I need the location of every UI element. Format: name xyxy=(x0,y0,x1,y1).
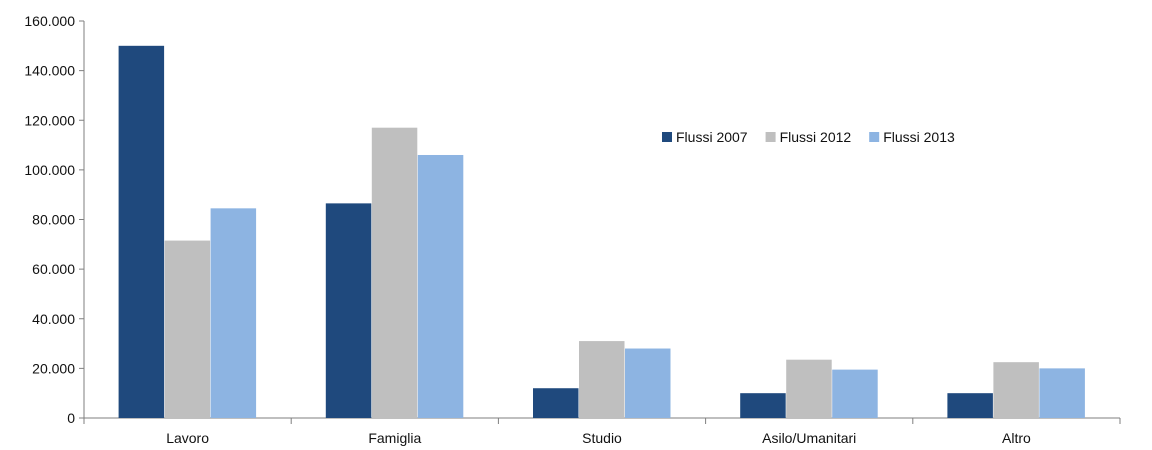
legend-swatch xyxy=(869,132,880,142)
legend-label: Flussi 2013 xyxy=(883,129,955,145)
y-axis: 0 20.000 40.000 60.000 80.000 100.000 120.000 1… xyxy=(24,13,85,426)
legend: Flussi 2007 Flussi 2012 Flussi 2013 xyxy=(662,129,955,145)
x-category-label: Altro xyxy=(1002,430,1031,446)
y-tick-label: 80.000 xyxy=(32,212,75,228)
y-tick-label: 160.000 xyxy=(24,13,75,29)
x-category-label: Famiglia xyxy=(368,430,421,446)
bar xyxy=(832,369,878,418)
bar xyxy=(786,359,832,418)
bar xyxy=(1039,368,1085,418)
legend-label: Flussi 2007 xyxy=(676,129,748,145)
y-tick-label: 120.000 xyxy=(24,112,75,128)
bar xyxy=(947,393,993,418)
x-category-label: Lavoro xyxy=(166,430,209,446)
y-tick-label: 40.000 xyxy=(32,311,75,327)
y-tick-label: 0 xyxy=(67,410,75,426)
y-tick-label: 20.000 xyxy=(32,360,75,376)
y-tick-label: 100.000 xyxy=(24,162,75,178)
y-tick-label: 60.000 xyxy=(32,261,75,277)
bar xyxy=(417,154,464,419)
bar xyxy=(325,203,372,418)
bar xyxy=(371,127,418,418)
legend-label: Flussi 2012 xyxy=(780,129,852,145)
legend-swatch xyxy=(765,132,776,142)
bar xyxy=(210,208,257,418)
bar xyxy=(740,393,786,418)
bar xyxy=(164,240,211,418)
bars xyxy=(118,45,1085,419)
bar xyxy=(625,348,671,418)
x-category-label: Asilo/Umanitari xyxy=(762,430,856,446)
bar xyxy=(118,45,165,418)
bar xyxy=(579,341,625,418)
y-tick-label: 140.000 xyxy=(24,63,75,79)
bar xyxy=(533,388,579,418)
x-axis: Lavoro Famiglia Studio Asilo/Umanitari Altro xyxy=(83,417,1121,446)
x-category-label: Studio xyxy=(582,430,622,446)
legend-swatch xyxy=(662,132,672,142)
bar xyxy=(993,362,1039,418)
